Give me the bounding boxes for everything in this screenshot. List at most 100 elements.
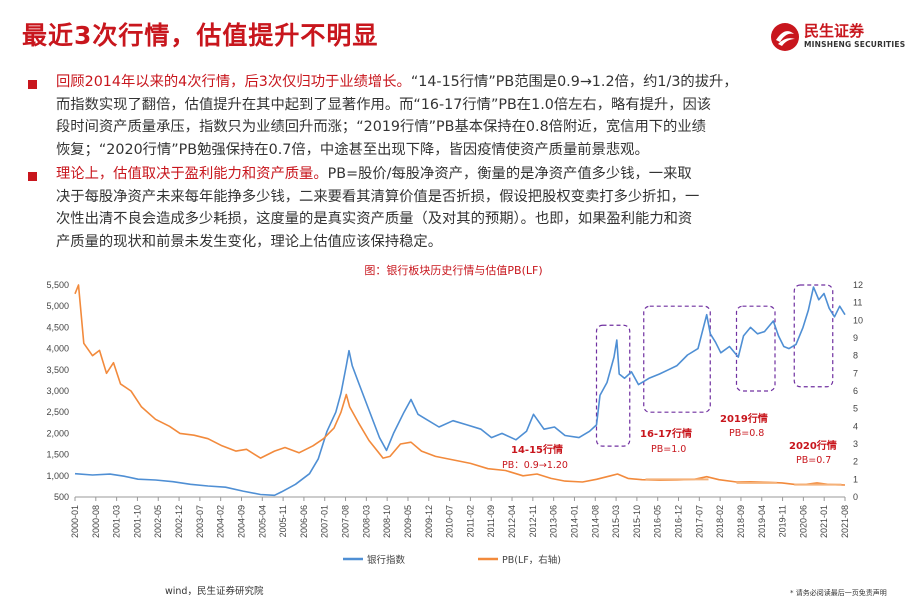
y-right-tick-label: 5 <box>853 404 858 414</box>
bullet-text-line: “14-15行情”PB范围是0.9→1.2倍，约1/3的拔升， <box>410 74 738 90</box>
x-tick-label: 2002-05 <box>153 505 163 538</box>
x-tick-label: 2010-07 <box>445 505 455 538</box>
logo-english-name: MINSHENG SECURITIES <box>804 40 906 49</box>
bullet-text-line: 段时间资产质量承压，指数只为业绩回升而涨；“2019行情”PB基本保持在0.8倍… <box>56 119 706 135</box>
brand-logo: 民生证券 MINSHENG SECURITIES <box>770 20 905 56</box>
x-tick-label: 2002-12 <box>174 505 184 538</box>
y-left-tick-label: 5,500 <box>46 280 69 290</box>
annotation-detail: PB：0.9→1.20 <box>502 460 568 471</box>
y-right-tick-label: 7 <box>853 368 858 378</box>
x-tick-label: 2019-11 <box>778 505 788 537</box>
x-tick-label: 2015-10 <box>632 505 642 538</box>
annotation-title: 2020行情 <box>789 439 837 452</box>
chart-axes: 500 1,000 1,500 2,000 2,500 3,000 3,500 4,000 4,… <box>46 280 863 538</box>
x-tick-label: 2012-11 <box>528 505 538 537</box>
series-line-bank-index <box>74 286 846 497</box>
annotation-title: 16-17行情 <box>640 427 692 440</box>
x-tick-label: 2005-04 <box>257 505 267 538</box>
y-right-tick-label: 0 <box>853 492 858 502</box>
y-right-tick-label: 10 <box>853 315 863 325</box>
series-lines <box>74 284 846 497</box>
annotation-detail: PB=0.7 <box>796 455 831 466</box>
bullet-text-line: 产质量的现状和前景未发生变化，理论上估值应该保持稳定。 <box>56 233 443 250</box>
x-tick-label: 2007-01 <box>320 505 330 538</box>
x-tick-label: 2005-11 <box>278 505 288 537</box>
y-left-tick-label: 4,500 <box>46 322 69 332</box>
x-tick-label: 2012-04 <box>507 505 517 538</box>
x-tick-label: 2011-02 <box>465 505 475 537</box>
highlight-period-box <box>793 284 834 388</box>
x-tick-label: 2020-06 <box>798 505 808 538</box>
bullet-text-line: PB=股价/每股净资产，衡量的是净资产值多少钱，一来取 <box>327 166 692 182</box>
x-tick-label: 2021-08 <box>840 505 850 538</box>
x-tick-label: 2007-08 <box>341 505 351 538</box>
x-tick-label: 2014-01 <box>569 505 579 538</box>
x-tick-label: 2016-12 <box>674 505 684 538</box>
source-note: wind，民生证券研究院 <box>165 586 264 597</box>
x-tick-label: 2004-02 <box>216 505 226 538</box>
legend-label-pb: PB(LF，右轴) <box>502 554 561 566</box>
highlight-period-box <box>735 305 776 392</box>
x-tick-label: 2016-05 <box>653 505 663 538</box>
highlight-boxes <box>595 284 834 447</box>
y-left-tick-label: 3,500 <box>46 365 69 375</box>
x-tick-label: 2008-03 <box>361 505 371 538</box>
y-right-tick-label: 2 <box>853 457 858 467</box>
bullet-lead: 回顾2014年以来的4次行情，后3次仅归功于业绩增长。 <box>56 74 411 90</box>
x-tick-label: 2015-03 <box>611 505 621 538</box>
bullet-text-line: 恢复；“2020行情”PB勉强保持在0.7倍，中途甚至出现下降，皆因疫情使资产质… <box>56 141 649 158</box>
bullet-paragraph-2: 理论上，估值取决于盈利能力和资产质量。PB=股价/每股净资产，衡量的是净资产值多… <box>56 163 886 253</box>
y-right-tick-label: 6 <box>853 386 858 396</box>
legend-label-index: 银行指数 <box>367 554 406 566</box>
x-tick-label: 2019-04 <box>757 505 767 538</box>
x-tick-label: 2006-06 <box>299 505 309 538</box>
y-left-tick-label: 2,000 <box>46 428 69 438</box>
x-tick-label: 2000-01 <box>70 505 80 538</box>
x-tick-label: 2009-12 <box>424 505 434 538</box>
y-left-tick-label: 1,500 <box>46 450 69 460</box>
annotation-title: 2019行情 <box>720 412 768 425</box>
bullet-marker-2 <box>28 172 37 181</box>
minsheng-logo-icon <box>771 23 799 51</box>
y-left-tick-label: 2,500 <box>46 407 69 417</box>
x-tick-label: 2000-08 <box>91 505 101 538</box>
disclaimer-footnote: * 请务必阅读最后一页免责声明 <box>790 589 887 597</box>
chart-legend: 银行指数 PB(LF，右轴) <box>343 554 561 566</box>
y-right-tick-label: 3 <box>853 439 858 449</box>
x-tick-label: 2013-06 <box>549 505 559 538</box>
annotations: 14-15行情 PB：0.9→1.20 16-17行情 PB=1.0 2019行… <box>502 412 837 471</box>
logo-chinese-name: 民生证券 <box>804 22 865 40</box>
x-tick-label: 2009-05 <box>403 505 413 538</box>
chart-caption: 图：银行板块历史行情与估值PB(LF) <box>364 264 543 277</box>
bullet-paragraph-1: 回顾2014年以来的4次行情，后3次仅归功于业绩增长。“14-15行情”PB范围… <box>56 71 886 161</box>
x-tick-label: 2004-09 <box>236 505 246 538</box>
y-left-tick-label: 3,000 <box>46 386 69 396</box>
x-tick-label: 2001-03 <box>112 505 122 538</box>
bullet-text-line: 而指数实现了翻倍，估值提升在其中起到了显著作用。而“16-17行情”PB在1.0… <box>56 96 712 113</box>
x-tick-label: 2017-07 <box>694 505 704 538</box>
x-tick-label: 2001-10 <box>132 505 142 538</box>
x-tick-label: 2003-07 <box>195 505 205 538</box>
highlight-period-box <box>595 324 631 447</box>
bullet-text-line: 次性出清不良会造成多少耗损，这度量的是真实资产质量（及对其的预期）。也即，如果盈… <box>56 211 693 227</box>
series-line-pb <box>74 284 846 486</box>
y-right-tick-label: 8 <box>853 351 858 361</box>
bullet-text-line: 决于每股净资产未来每年能挣多少钱，二来要看其清算价值是否折损，假设把股权变卖打多… <box>56 188 700 205</box>
bullet-lead: 理论上，估值取决于盈利能力和资产质量。 <box>56 166 328 182</box>
x-tick-label: 2018-09 <box>736 505 746 538</box>
y-left-tick-label: 4,000 <box>46 344 69 354</box>
bank-index-pb-chart: 500 1,000 1,500 2,000 2,500 3,000 3,500 4,000 4,… <box>46 280 863 566</box>
x-tick-label: 2008-10 <box>382 505 392 538</box>
bullet-marker-1 <box>28 80 37 89</box>
x-tick-label: 2018-02 <box>715 505 725 538</box>
reference-lines <box>645 478 842 486</box>
y-right-tick-label: 4 <box>853 421 858 431</box>
highlight-period-box <box>643 305 711 413</box>
y-right-tick-label: 11 <box>853 298 862 308</box>
y-right-tick-label: 12 <box>853 280 863 290</box>
page-title: 最近3次行情，估值提升不明显 <box>22 21 379 50</box>
annotation-detail: PB=1.0 <box>651 444 686 455</box>
y-left-tick-label: 1,000 <box>46 471 69 481</box>
y-left-tick-label: 500 <box>54 492 69 502</box>
annotation-detail: PB=0.8 <box>729 428 764 439</box>
